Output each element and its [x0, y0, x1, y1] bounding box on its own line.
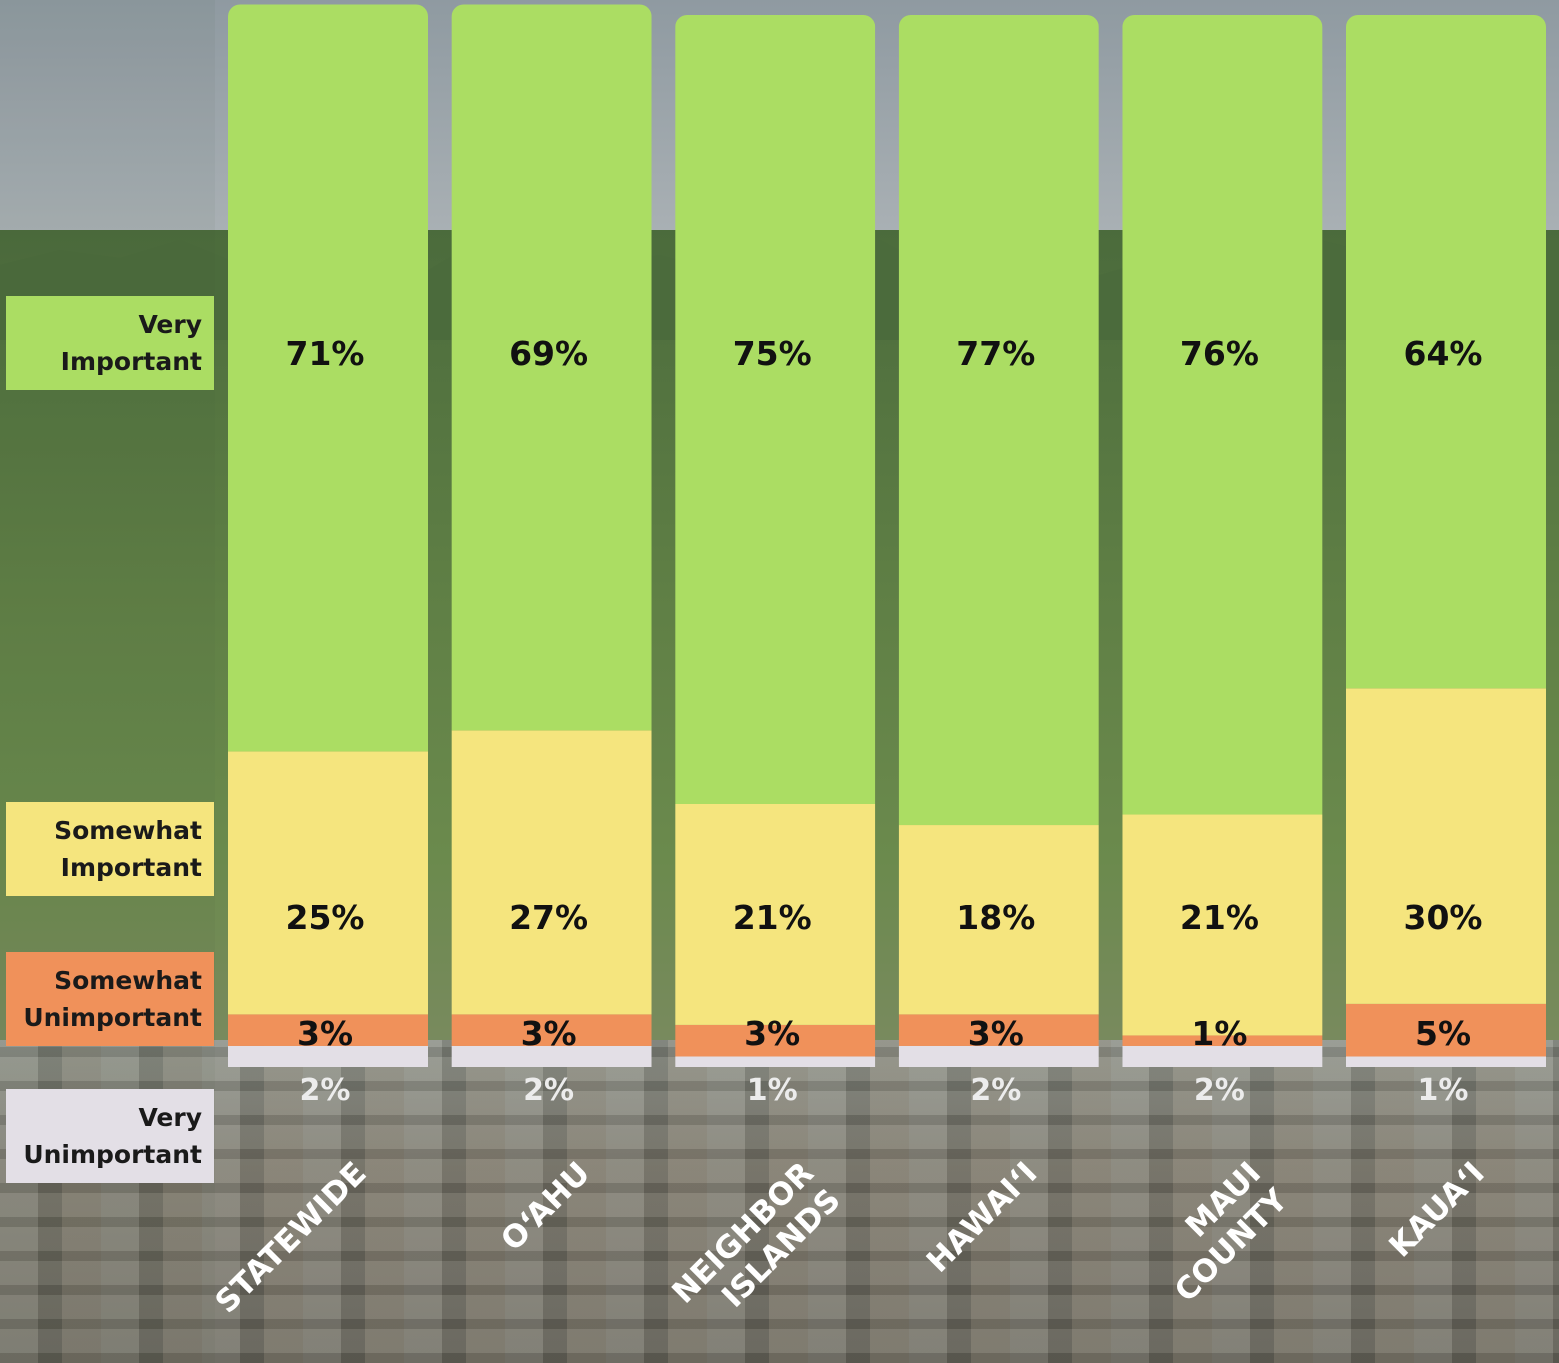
legend-somewhat-important: Somewhat Important [6, 802, 214, 896]
bar-segment-very-unimportant-hawai-i [898, 1045, 1099, 1067]
legend-very-unimportant: Very Unimportant [6, 1089, 214, 1183]
value-label-somewhat-important-o-ahu: 27% [509, 898, 588, 937]
category-label-statewide: STATEWIDE [208, 1155, 373, 1320]
value-label-somewhat-unimportant-maui-county: 1% [1191, 1014, 1247, 1053]
category-label-neighbor-islands: NEIGHBORISLANDS [665, 1155, 847, 1337]
bar-segment-very-important-statewide [228, 4, 428, 752]
value-label-somewhat-unimportant-kaua-i: 5% [1415, 1014, 1471, 1053]
category-label-kaua-i: KAUA‘I [1382, 1155, 1491, 1264]
value-label-somewhat-unimportant-neighbor-islands: 3% [744, 1014, 800, 1053]
legend-very-important: Very Important [6, 296, 214, 390]
bar-segment-somewhat-important-maui-county [1122, 814, 1323, 1036]
value-label-very-unimportant-hawai-i: 2% [970, 1073, 1021, 1108]
value-label-somewhat-unimportant-o-ahu: 3% [521, 1014, 577, 1053]
value-label-very-important-o-ahu: 69% [509, 334, 588, 373]
bar-segment-somewhat-unimportant-neighbor-islands [675, 1024, 876, 1057]
bar-segment-very-important-kaua-i [1346, 15, 1546, 689]
value-label-very-important-hawai-i: 77% [956, 334, 1035, 373]
value-label-very-important-neighbor-islands: 75% [733, 334, 812, 373]
legend-somewhat-unimportant-line1: Somewhat [54, 966, 202, 995]
value-label-somewhat-unimportant-hawai-i: 3% [968, 1014, 1024, 1053]
legend-very-unimportant-line2: Unimportant [23, 1140, 202, 1169]
legend-very-important-line2: Important [60, 347, 202, 376]
legend-very-important-line1: Very [138, 310, 202, 339]
category-label-hawai-i: HAWAI‘I [920, 1155, 1045, 1280]
value-label-very-unimportant-neighbor-islands: 1% [747, 1073, 798, 1108]
bar-segment-somewhat-unimportant-statewide [228, 1014, 428, 1046]
value-label-very-unimportant-kaua-i: 1% [1418, 1073, 1469, 1108]
legend-somewhat-important-line1: Somewhat [54, 816, 202, 845]
category-label-o-ahu: O‘AHU [494, 1155, 597, 1258]
legend-very-unimportant-line1: Very [138, 1103, 202, 1132]
value-label-very-important-maui-county: 76% [1180, 334, 1259, 373]
bar-neighbor-islands [675, 15, 876, 1067]
value-label-somewhat-important-hawai-i: 18% [956, 898, 1035, 937]
bar-statewide [228, 4, 428, 1067]
bar-segment-very-unimportant-neighbor-islands [675, 1056, 876, 1067]
value-label-very-important-statewide: 71% [286, 334, 365, 373]
bar-segment-somewhat-important-kaua-i [1346, 688, 1546, 1004]
bar-segment-very-important-maui-county [1122, 15, 1323, 815]
value-label-somewhat-unimportant-statewide: 3% [297, 1014, 353, 1053]
bar-hawai-i [898, 15, 1099, 1067]
background-town [0, 1040, 1559, 1363]
bar-segment-somewhat-unimportant-o-ahu [451, 1014, 652, 1046]
legend-somewhat-unimportant-line2: Unimportant [23, 1003, 202, 1032]
legend-somewhat-important-line2: Important [60, 853, 202, 882]
value-label-very-unimportant-maui-county: 2% [1194, 1073, 1245, 1108]
bar-segment-somewhat-important-o-ahu [451, 730, 652, 1015]
bar-segment-somewhat-unimportant-maui-county [1122, 1035, 1323, 1046]
value-label-somewhat-important-neighbor-islands: 21% [733, 898, 812, 937]
bar-segment-somewhat-important-neighbor-islands [675, 804, 876, 1025]
bar-segment-very-unimportant-statewide [228, 1045, 428, 1067]
value-label-very-important-kaua-i: 64% [1404, 334, 1483, 373]
bar-segment-somewhat-important-hawai-i [898, 825, 1099, 1015]
bar-segment-somewhat-unimportant-hawai-i [898, 1014, 1099, 1046]
value-label-very-unimportant-statewide: 2% [300, 1073, 351, 1108]
bar-segment-very-important-o-ahu [451, 4, 652, 731]
value-label-very-unimportant-o-ahu: 2% [523, 1073, 574, 1108]
bar-segment-very-important-neighbor-islands [675, 15, 876, 804]
bar-segment-somewhat-important-statewide [228, 751, 428, 1015]
bar-segment-very-unimportant-o-ahu [451, 1045, 652, 1067]
bar-maui-county [1122, 15, 1323, 1067]
category-label-maui-county: MAUICOUNTY [1141, 1155, 1295, 1309]
value-label-somewhat-important-statewide: 25% [286, 898, 365, 937]
value-label-somewhat-important-maui-county: 21% [1180, 898, 1259, 937]
bar-segment-somewhat-unimportant-kaua-i [1346, 1003, 1546, 1057]
legend-somewhat-unimportant: Somewhat Unimportant [6, 952, 214, 1046]
bar-segment-very-important-hawai-i [898, 15, 1099, 826]
bar-segment-very-unimportant-kaua-i [1346, 1056, 1546, 1067]
bar-kaua-i [1346, 15, 1546, 1067]
bar-segment-very-unimportant-maui-county [1122, 1045, 1323, 1067]
bar-o-ahu [451, 4, 652, 1067]
value-label-somewhat-important-kaua-i: 30% [1404, 898, 1483, 937]
